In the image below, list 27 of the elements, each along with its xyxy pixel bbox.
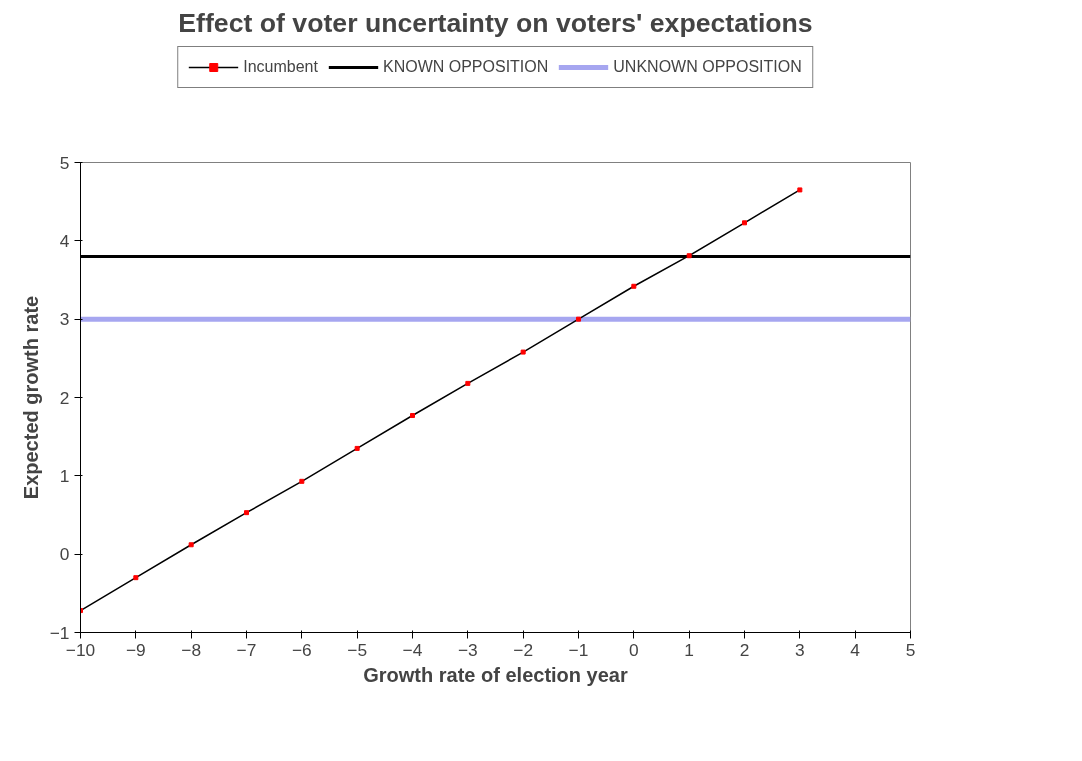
x-tick-label: −5 [347,639,368,660]
y-tick-label: 2 [59,387,70,408]
x-tick-label: 1 [684,639,694,660]
x-tick-label: −9 [125,639,146,660]
y-tick-label: 4 [59,230,70,251]
x-tick-label: 5 [905,639,916,660]
x-axis-title: Growth rate of election year [363,663,628,686]
x-tick-label: 3 [795,639,805,660]
x-tick-label: −7 [236,639,257,660]
y-axis-title: Expected growth rate [19,295,42,500]
x-tick-label: 2 [739,639,750,660]
legend-label: Incumbent [243,58,318,76]
x-tick-label: −4 [402,639,423,660]
y-tick-label: 1 [59,465,70,486]
x-tick-label: −8 [181,639,202,660]
x-tick-label: 4 [850,639,861,660]
x-tick-label: −1 [568,639,589,660]
x-tick-label: 0 [629,639,639,660]
legend-label: KNOWN OPPOSITION [382,58,549,76]
x-tick-label: −6 [291,639,312,660]
x-tick-label: −3 [457,639,478,660]
y-tick-label: 0 [59,544,70,565]
y-tick-label: 5 [59,152,70,173]
y-tick-label: 3 [59,309,70,330]
legend-label: UNKNOWN OPPOSITION [613,58,802,76]
chart-title: Effect of voter uncertainty on voters' expectations [178,7,813,38]
x-tick-label: −2 [513,639,534,660]
